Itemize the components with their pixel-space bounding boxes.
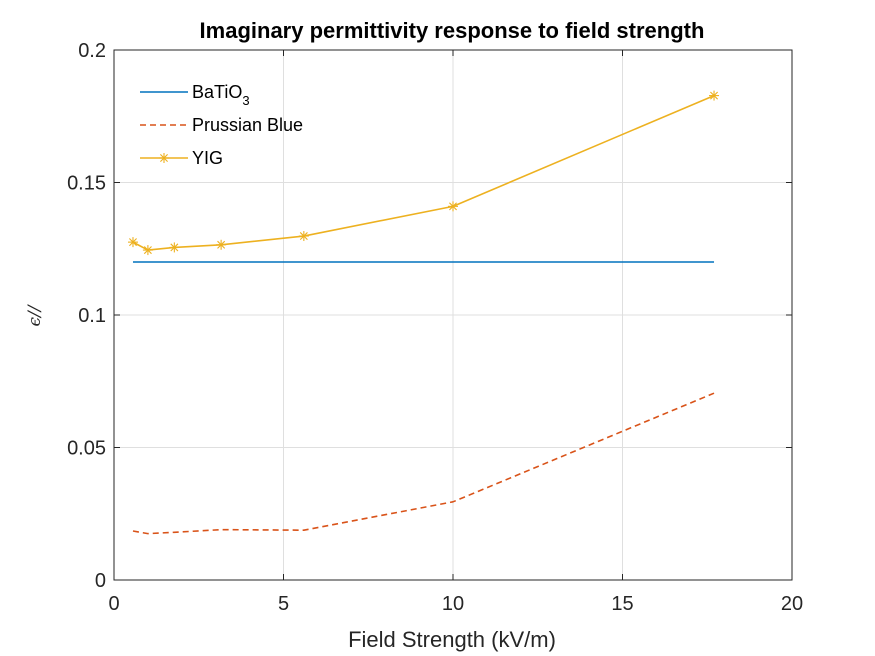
x-tick-label: 15 — [611, 593, 633, 615]
legend-item-batio: BaTiO3 — [140, 82, 250, 108]
data-point-marker — [127, 237, 138, 248]
x-tick-label: 20 — [781, 593, 803, 615]
axis-ticks: 0 5 10 15 20 0 0.05 0.1 0.15 0.2 — [67, 40, 803, 615]
series-prussian-blue — [132, 392, 715, 535]
data-point-marker — [142, 245, 153, 256]
legend-label: Prussian Blue — [192, 115, 303, 135]
legend: BaTiO3 Prussian Blue YIG — [140, 82, 303, 168]
x-tick-label: 5 — [278, 593, 289, 615]
y-tick-label: 0.1 — [78, 305, 106, 327]
y-tick-label: 0 — [95, 570, 106, 592]
data-point-marker — [298, 231, 309, 242]
data-point-marker — [448, 201, 458, 212]
data-point-marker — [159, 153, 169, 163]
y-tick-label: 0.2 — [78, 40, 106, 62]
x-axis-label: Field Strength (kV/m) — [348, 627, 556, 652]
legend-label: BaTiO3 — [192, 82, 250, 108]
legend-item-yig: YIG — [140, 148, 223, 168]
data-point-marker — [216, 239, 227, 250]
y-tick-label: 0.05 — [67, 438, 106, 460]
y-tick-label: 0.15 — [67, 173, 106, 195]
data-point-marker — [709, 90, 720, 101]
data-point-marker — [169, 242, 180, 253]
series-layer — [127, 90, 720, 535]
grid-lines — [114, 50, 792, 580]
series-line-prussian-blue — [132, 392, 715, 535]
series-yig — [127, 90, 720, 256]
legend-label: YIG — [192, 148, 223, 168]
y-axis-label: ϵ// — [25, 303, 45, 326]
chart-title: Imaginary permittivity response to field… — [200, 18, 705, 43]
x-tick-label: 10 — [442, 593, 464, 615]
legend-item-prussian-blue: Prussian Blue — [140, 115, 303, 135]
x-tick-label: 0 — [108, 593, 119, 615]
